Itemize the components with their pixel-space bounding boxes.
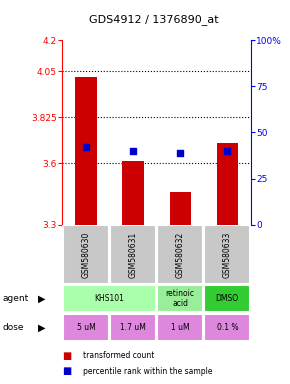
Bar (157, 285, 203, 313)
Text: DMSO: DMSO (216, 294, 239, 303)
Bar (157, 225, 203, 283)
Text: ▶: ▶ (38, 322, 46, 333)
Bar (204, 225, 250, 283)
Bar (75, 77, 97, 225)
Bar (204, 285, 250, 313)
Text: GSM580633: GSM580633 (223, 231, 232, 278)
Bar (63, 285, 156, 313)
Text: ▶: ▶ (38, 293, 46, 304)
Text: dose: dose (3, 323, 24, 332)
Text: agent: agent (3, 294, 29, 303)
Text: GDS4912 / 1376890_at: GDS4912 / 1376890_at (89, 14, 218, 25)
Bar (122, 161, 144, 225)
Text: GSM580632: GSM580632 (176, 231, 185, 278)
Bar (170, 192, 191, 225)
Bar (157, 313, 203, 341)
Bar (110, 225, 156, 283)
Bar (63, 225, 109, 283)
Text: ■: ■ (62, 366, 72, 376)
Text: GSM580631: GSM580631 (128, 231, 137, 278)
Text: 5 uM: 5 uM (77, 323, 95, 332)
Bar (204, 313, 250, 341)
Text: 1.7 uM: 1.7 uM (120, 323, 146, 332)
Text: 1 uM: 1 uM (171, 323, 189, 332)
Text: transformed count: transformed count (83, 351, 154, 361)
Text: retinoic
acid: retinoic acid (166, 289, 195, 308)
Text: GSM580630: GSM580630 (81, 231, 90, 278)
Text: KHS101: KHS101 (95, 294, 124, 303)
Text: percentile rank within the sample: percentile rank within the sample (83, 367, 212, 376)
Point (178, 150, 182, 156)
Text: ■: ■ (62, 351, 72, 361)
Point (131, 148, 135, 154)
Bar (217, 143, 238, 225)
Point (84, 144, 88, 150)
Text: 0.1 %: 0.1 % (217, 323, 238, 332)
Bar (63, 313, 109, 341)
Bar (110, 313, 156, 341)
Point (225, 148, 230, 154)
